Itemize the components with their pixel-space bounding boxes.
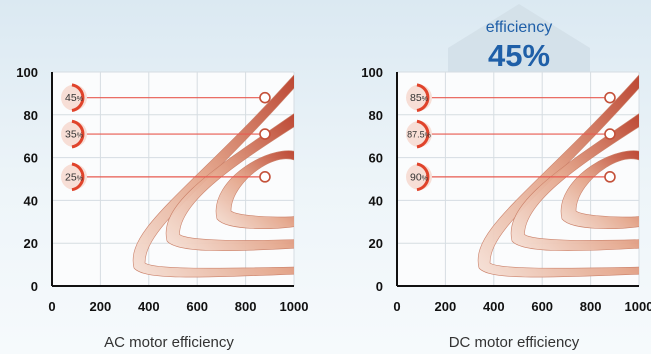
y-tick-label: 100 — [16, 65, 38, 80]
efficiency-bubbles: 45% 35% 25% — [61, 83, 87, 192]
x-tick-label: 800 — [580, 299, 602, 314]
chart-caption: DC motor efficiency — [449, 334, 580, 351]
axes — [396, 72, 639, 287]
efficiency-unit: % — [422, 175, 428, 182]
y-tick-label: 20 — [24, 236, 38, 251]
x-tick-label: 600 — [531, 299, 553, 314]
efficiency-point — [259, 91, 271, 104]
efficiency-unit: % — [425, 133, 431, 140]
x-tick-label: 0 — [48, 299, 55, 314]
bubble-ring — [416, 162, 430, 192]
plot-area — [52, 72, 294, 286]
bubble-ring — [416, 119, 430, 149]
efficiency-unit: % — [77, 96, 83, 103]
curves — [132, 74, 294, 278]
bubble-ring — [71, 162, 85, 192]
y-tick-label: 40 — [24, 193, 38, 208]
x-tick-label: 600 — [186, 299, 208, 314]
x-tick-label: 800 — [235, 299, 257, 314]
axes — [51, 72, 294, 287]
efficiency-label: 87.5% — [407, 130, 431, 140]
efficiency-contour — [510, 113, 639, 252]
efficiency-bubbles: 85% 87.5% 90% — [406, 83, 432, 192]
y-tick-label: 100 — [361, 65, 383, 80]
x-tick-label: 200 — [435, 299, 457, 314]
chart-caption: AC motor efficiency — [104, 334, 234, 351]
efficiency-contour — [165, 113, 294, 252]
efficiency-contour — [560, 150, 639, 230]
y-tick-labels: 0 20 40 60 80 100 — [16, 65, 38, 294]
x-tick-label: 1000 — [625, 299, 651, 314]
y-tick-labels: 0 20 40 60 80 100 — [361, 65, 383, 294]
y-tick-label: 40 — [369, 193, 383, 208]
efficiency-bubble: 45% — [61, 83, 87, 113]
x-tick-label: 0 — [393, 299, 400, 314]
efficiency-point — [604, 171, 616, 183]
efficiency-bubble: 25% — [61, 162, 87, 192]
curves — [477, 74, 639, 278]
efficiency-bubble: 85% — [406, 83, 432, 113]
y-tick-label: 60 — [369, 151, 383, 166]
y-tick-label: 20 — [369, 236, 383, 251]
x-tick-label: 1000 — [280, 299, 309, 314]
x-tick-labels: 0 200 400 600 800 1000 — [48, 299, 308, 314]
bubble-ring — [416, 83, 430, 113]
efficiency-unit: % — [422, 96, 428, 103]
efficiency-bubble: 35% — [61, 119, 87, 149]
efficiency-bubble: 87.5% — [406, 119, 432, 149]
efficiency-unit: % — [77, 133, 83, 140]
x-tick-label: 400 — [138, 299, 160, 314]
y-tick-label: 80 — [24, 108, 38, 123]
efficiency-point — [259, 128, 271, 140]
ac-motor-chart: 0 20 40 60 80 100 0 200 400 600 800 1000 45% 35% 25%… — [16, 65, 308, 351]
efficiency-point — [604, 91, 616, 104]
x-tick-label: 200 — [90, 299, 112, 314]
badge-value: 45% — [488, 38, 550, 73]
x-tick-label: 400 — [483, 299, 505, 314]
efficiency-point — [604, 128, 616, 140]
y-tick-label: 60 — [24, 151, 38, 166]
y-tick-label: 0 — [31, 279, 38, 294]
dc-motor-chart: 0 20 40 60 80 100 0 200 400 600 800 1000 85% 87.5% 9… — [361, 65, 651, 351]
bubble-ring — [71, 119, 85, 149]
badge-line1: efficiency — [486, 19, 552, 36]
efficiency-contour — [215, 150, 294, 230]
guide-lines — [423, 91, 616, 183]
y-tick-label: 80 — [369, 108, 383, 123]
bubble-ring — [71, 83, 85, 113]
plot-area — [397, 72, 639, 286]
efficiency-point — [259, 171, 271, 183]
efficiency-bubble: 90% — [406, 162, 432, 192]
y-tick-label: 0 — [376, 279, 383, 294]
x-tick-labels: 0 200 400 600 800 1000 — [393, 299, 651, 314]
guide-lines — [78, 91, 271, 183]
efficiency-unit: % — [77, 175, 83, 182]
